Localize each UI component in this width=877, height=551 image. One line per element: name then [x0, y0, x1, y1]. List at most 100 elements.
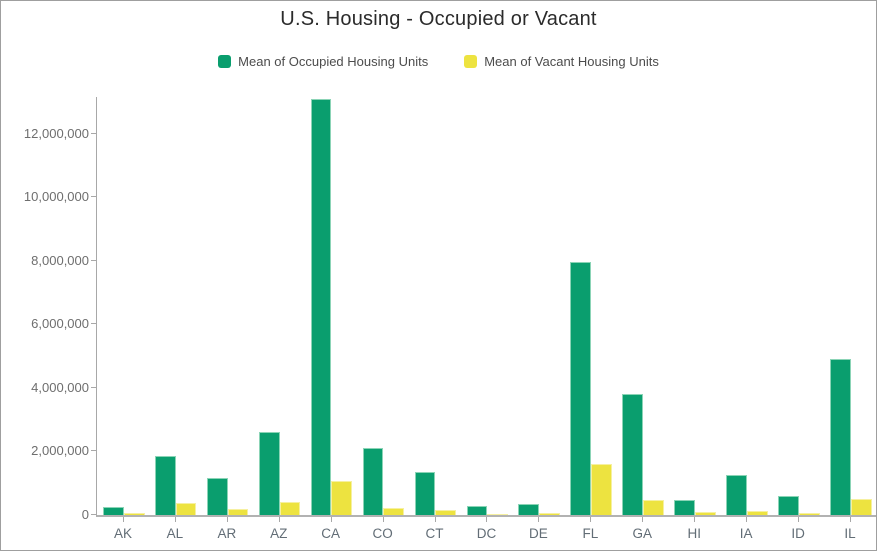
x-axis-tick-mark [174, 517, 176, 522]
bar-vacant-AZ[interactable] [279, 502, 301, 515]
bar-occupied-FL[interactable] [570, 262, 592, 515]
chart-legend: Mean of Occupied Housing Units Mean of V… [1, 54, 876, 69]
x-axis-tick-mark [642, 517, 644, 522]
x-axis-category-label: FL [582, 526, 599, 541]
x-axis-tick-mark [330, 517, 332, 522]
bar-occupied-IL[interactable] [830, 359, 851, 515]
legend-label-vacant: Mean of Vacant Housing Units [484, 54, 659, 69]
bar-occupied-AL[interactable] [154, 455, 176, 515]
x-axis-category-label: ID [791, 526, 805, 541]
chart-title: U.S. Housing - Occupied or Vacant [280, 8, 597, 30]
x-axis-tick-mark [486, 517, 488, 522]
bar-vacant-CO[interactable] [383, 508, 405, 515]
bar-occupied-HI[interactable] [674, 500, 695, 515]
vacant-legend-swatch-icon [464, 55, 478, 68]
bar-vacant-CA[interactable] [331, 480, 353, 515]
x-axis-tick-mark [538, 517, 540, 522]
x-axis-tick-mark [694, 517, 696, 522]
x-axis-category-label: IL [844, 526, 856, 541]
bar-group-AR: AR [201, 97, 253, 541]
x-axis-category-label: AL [166, 526, 184, 541]
bar-group-HI: HI [668, 97, 720, 541]
bar-group-AL: AL [149, 97, 201, 541]
bar-vacant-AL[interactable] [175, 503, 197, 515]
bar-vacant-GA[interactable] [643, 499, 664, 515]
y-axis-tick-label: 10,000,000 [23, 189, 89, 205]
y-axis-tick-label: 6,000,000 [31, 316, 89, 332]
y-axis-tick-label: 2,000,000 [31, 443, 89, 459]
y-axis-tick-label: 12,000,000 [23, 125, 89, 141]
x-axis-category-label: CO [372, 526, 393, 541]
x-axis-tick-mark [798, 517, 800, 522]
bar-group-AK: AK [97, 97, 149, 541]
y-axis-tick-mark [91, 386, 96, 388]
y-axis-tick-mark [91, 259, 96, 261]
plot-area: AK AL AR AZ CA CO CT DC DE FL GA HI IA ID IL [91, 97, 876, 541]
x-axis-tick-mark [850, 517, 852, 522]
x-axis-tick-mark [226, 517, 228, 522]
bar-group-ID: ID [772, 97, 824, 541]
legend-item-vacant[interactable]: Mean of Vacant Housing Units [464, 54, 659, 69]
bar-group-FL: FL [564, 97, 616, 541]
bar-group-DE: DE [512, 97, 564, 541]
bar-group-IA: IA [720, 97, 772, 541]
bar-vacant-DE[interactable] [539, 512, 560, 515]
y-axis-tick-mark [91, 196, 96, 198]
bar-occupied-ID[interactable] [778, 495, 799, 515]
x-axis-category-label: AK [113, 526, 132, 541]
y-axis: 0 2,000,000 4,000,000 6,000,000 8,000,000 10,… [1, 97, 89, 522]
occupied-legend-swatch-icon [218, 55, 232, 68]
x-axis-tick-mark [122, 517, 124, 522]
bar-vacant-DC[interactable] [487, 513, 509, 515]
bar-vacant-AK[interactable] [123, 513, 145, 515]
y-axis-tick-label: 0 [81, 507, 89, 522]
x-axis-category-label: DE [529, 526, 548, 541]
x-axis-category-label: HI [687, 526, 701, 541]
y-axis-tick-label: 8,000,000 [31, 252, 89, 268]
bar-vacant-IL[interactable] [850, 499, 872, 515]
bar-group-CT: CT [409, 97, 461, 541]
y-axis-tick-mark [91, 132, 96, 134]
bar-vacant-AR[interactable] [227, 509, 249, 515]
x-axis-tick-mark [434, 517, 436, 522]
x-axis-category-label: CT [425, 526, 444, 541]
bar-occupied-DE[interactable] [518, 504, 540, 515]
y-axis-tick-mark [91, 514, 96, 515]
bar-vacant-CT[interactable] [435, 510, 457, 515]
bar-group-GA: GA [616, 97, 668, 541]
bar-group-CO: CO [357, 97, 409, 541]
bar-group-CA: CA [305, 97, 357, 541]
x-axis-tick-mark [278, 517, 280, 522]
bar-group-AZ: AZ [253, 97, 305, 541]
bar-occupied-GA[interactable] [622, 393, 644, 515]
bar-occupied-AR[interactable] [206, 478, 228, 515]
bar-vacant-HI[interactable] [695, 512, 716, 515]
y-axis-tick-mark [91, 450, 96, 452]
x-axis-tick-mark [590, 517, 592, 522]
x-axis-category-label: AZ [270, 526, 288, 541]
bar-group-DC: DC [461, 97, 513, 541]
legend-item-occupied[interactable]: Mean of Occupied Housing Units [218, 54, 428, 69]
bar-vacant-ID[interactable] [798, 512, 820, 515]
bar-vacant-IA[interactable] [746, 510, 768, 515]
bar-vacant-FL[interactable] [591, 464, 612, 515]
bar-occupied-CT[interactable] [414, 471, 436, 515]
y-axis-tick-label: 4,000,000 [31, 379, 89, 395]
bar-occupied-AZ[interactable] [258, 432, 280, 515]
x-axis-category-label: DC [476, 526, 497, 541]
bar-occupied-CA[interactable] [310, 98, 332, 515]
x-axis-tick-mark [746, 517, 748, 522]
x-axis-category-label: AR [217, 526, 237, 541]
bar-occupied-IA[interactable] [726, 474, 747, 515]
x-axis-category-label: IA [739, 526, 753, 541]
bar-occupied-AK[interactable] [102, 507, 124, 515]
bar-occupied-CO[interactable] [362, 448, 384, 515]
bar-occupied-DC[interactable] [466, 506, 488, 515]
x-axis-category-label: GA [632, 526, 653, 541]
legend-label-occupied: Mean of Occupied Housing Units [238, 54, 429, 69]
bar-group-IL: IL [824, 97, 876, 541]
y-axis-tick-mark [91, 323, 96, 325]
x-axis-category-label: CA [321, 526, 341, 541]
x-axis-tick-mark [382, 517, 384, 522]
